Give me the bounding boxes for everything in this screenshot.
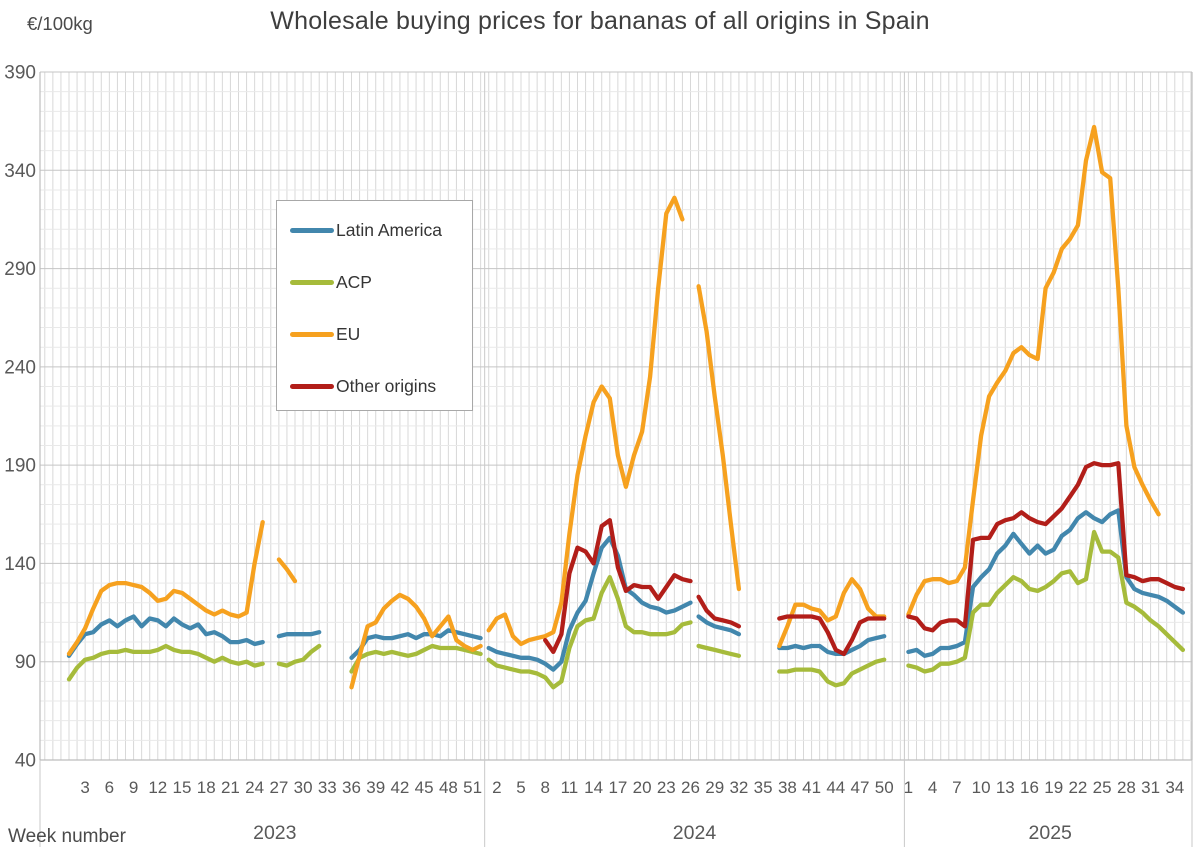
week-tick-label: 23 (657, 778, 676, 797)
week-tick-label: 10 (972, 778, 991, 797)
week-tick-label: 2 (492, 778, 501, 797)
week-tick-label: 28 (1117, 778, 1136, 797)
y-tick-label: 240 (4, 357, 36, 378)
x-axis-title: Week number (8, 826, 126, 847)
week-tick-label: 47 (851, 778, 870, 797)
week-tick-label: 3 (80, 778, 89, 797)
week-tick-label: 31 (1141, 778, 1160, 797)
week-tick-label: 11 (561, 778, 579, 797)
horizontal-gridlines (40, 71, 1192, 741)
legend: Latin America ACP EU Other origins (276, 200, 473, 411)
week-tick-label: 22 (1068, 778, 1087, 797)
week-tick-label: 16 (1020, 778, 1039, 797)
week-tick-label: 33 (318, 778, 337, 797)
week-tick-label: 50 (875, 778, 894, 797)
week-tick-label: 18 (197, 778, 216, 797)
y-axis-tick-labels: 390 340 290 240 190 140 90 40 (4, 63, 36, 772)
legend-label-latin-america: Latin America (336, 219, 443, 240)
week-tick-label: 12 (148, 778, 167, 797)
y-tick-label: 40 (15, 751, 36, 772)
y-tick-label: 140 (4, 554, 36, 575)
week-tick-label: 13 (996, 778, 1015, 797)
week-tick-label: 36 (342, 778, 361, 797)
week-tick-label: 26 (681, 778, 700, 797)
week-tick-label: 42 (390, 778, 409, 797)
series-eu (66, 124, 1161, 690)
y-tick-label: 90 (15, 652, 36, 673)
vertical-gridlines (44, 72, 1192, 760)
legend-swatch-eu (290, 331, 334, 337)
legend-item-eu: EU (277, 308, 472, 360)
week-tick-label: 39 (366, 778, 385, 797)
series-other-origins (543, 461, 1186, 657)
legend-swatch-other-origins (290, 383, 334, 389)
week-tick-label: 6 (105, 778, 114, 797)
week-tick-label: 35 (754, 778, 773, 797)
year-label: 2023 (253, 822, 296, 844)
legend-label-eu: EU (336, 323, 361, 344)
week-tick-label: 38 (778, 778, 797, 797)
legend-swatch-latin-america (290, 227, 334, 233)
week-tick-label: 32 (729, 778, 748, 797)
week-tick-label: 29 (705, 778, 724, 797)
week-tick-label: 15 (173, 778, 192, 797)
week-tick-label: 25 (1093, 778, 1112, 797)
chart-title: Wholesale buying prices for bananas of a… (270, 7, 930, 35)
y-axis-unit-label: €/100kg (27, 13, 93, 34)
week-tick-label: 30 (294, 778, 313, 797)
week-tick-label: 19 (1044, 778, 1063, 797)
series-latin-america (66, 508, 1186, 672)
year-label: 2025 (1029, 822, 1073, 844)
legend-item-latin-america: Latin America (277, 204, 472, 256)
week-tick-label: 4 (928, 778, 937, 797)
y-tick-label: 290 (4, 259, 36, 280)
week-tick-label: 9 (129, 778, 138, 797)
legend-swatch-acp (290, 279, 334, 285)
week-tick-label: 34 (1165, 778, 1184, 797)
week-tick-label: 20 (633, 778, 652, 797)
week-tick-label: 8 (540, 778, 549, 797)
week-tick-label: 48 (439, 778, 458, 797)
week-tick-label: 24 (245, 778, 264, 797)
legend-item-acp: ACP (277, 256, 472, 308)
legend-item-other-origins: Other origins (277, 360, 472, 412)
week-tick-label: 5 (516, 778, 525, 797)
y-tick-label: 190 (4, 456, 36, 477)
year-label: 2024 (673, 822, 717, 844)
series-acp (66, 529, 1186, 690)
week-tick-label: 1 (904, 778, 913, 797)
week-tick-label: 14 (584, 778, 603, 797)
legend-label-acp: ACP (336, 271, 372, 292)
week-tick-label: 17 (608, 778, 627, 797)
axis-borders (39, 72, 1193, 847)
week-tick-label: 51 (463, 778, 482, 797)
week-tick-label: 45 (415, 778, 434, 797)
week-tick-label: 44 (826, 778, 845, 797)
week-tick-label: 21 (221, 778, 240, 797)
legend-label-other-origins: Other origins (336, 375, 437, 396)
week-tick-label: 7 (952, 778, 961, 797)
y-tick-label: 390 (4, 63, 36, 84)
y-tick-label: 340 (4, 161, 36, 182)
week-tick-label: 27 (269, 778, 288, 797)
week-tick-label: 41 (802, 778, 821, 797)
